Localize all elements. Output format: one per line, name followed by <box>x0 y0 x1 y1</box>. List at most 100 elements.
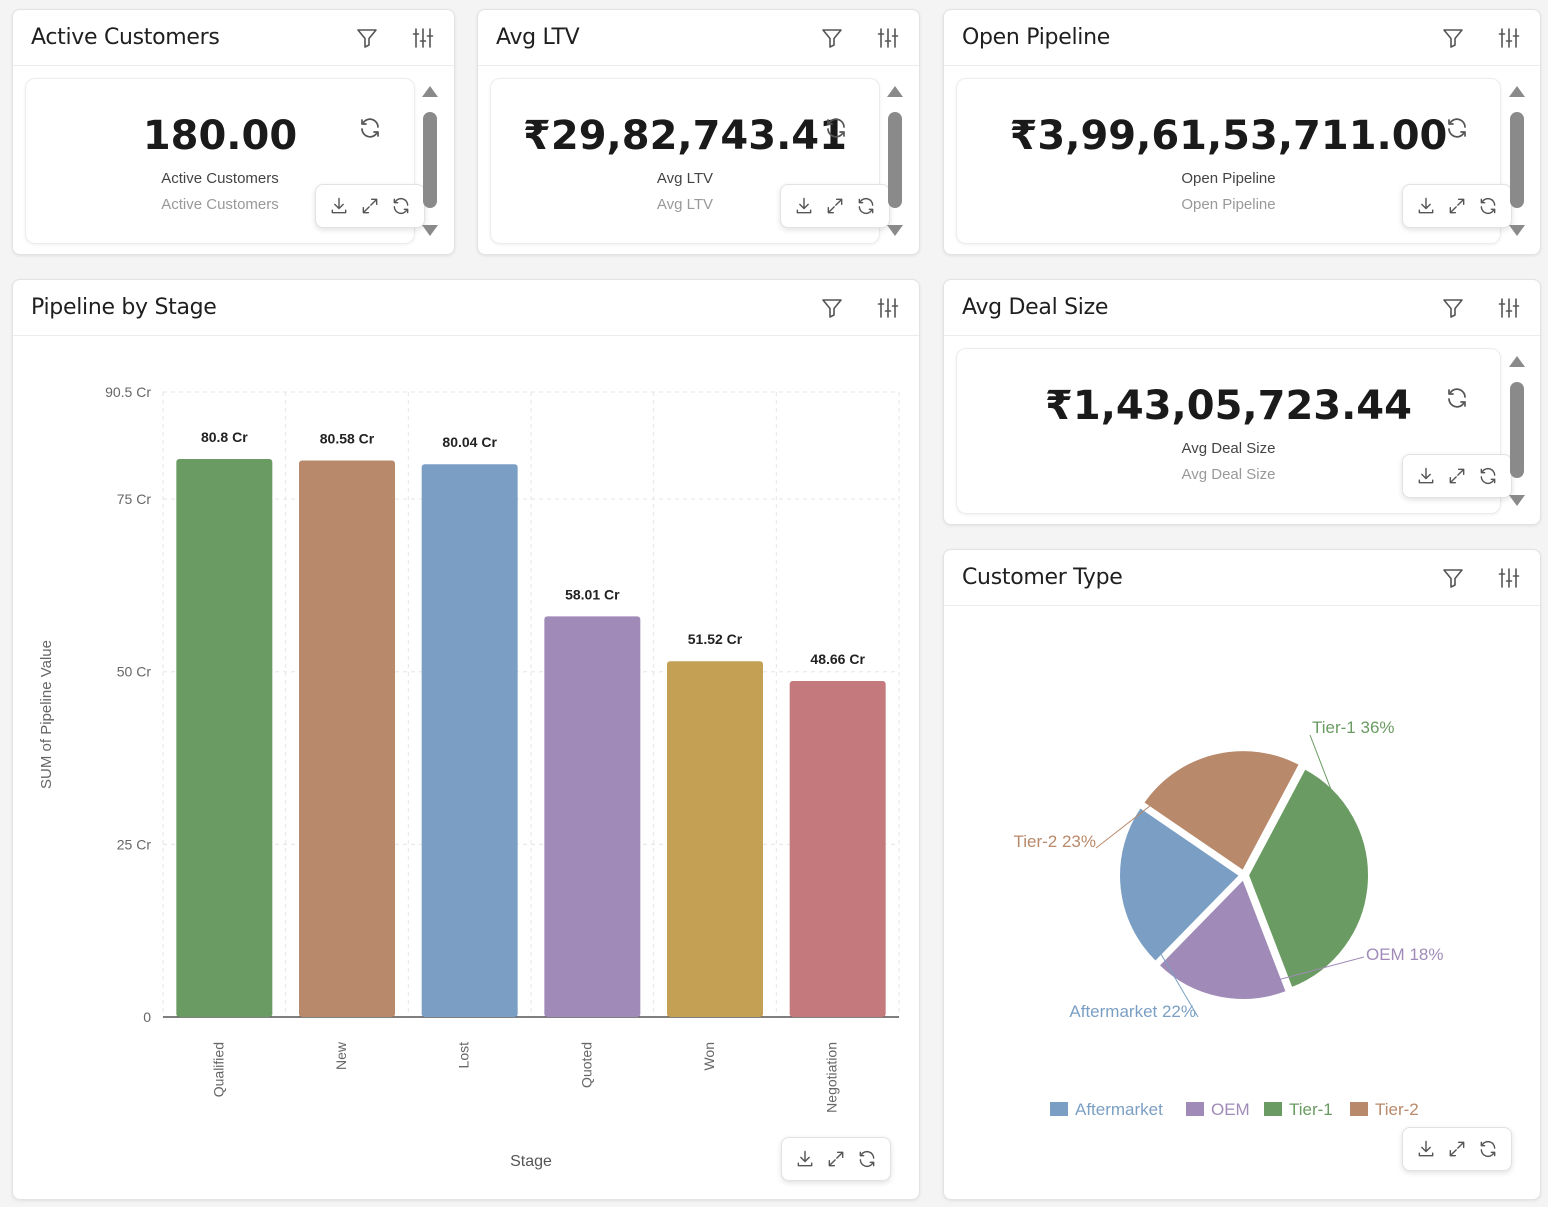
expand-icon[interactable] <box>360 196 380 216</box>
download-icon[interactable] <box>1416 466 1436 486</box>
pie-leader-line <box>1309 734 1368 883</box>
refresh-icon[interactable] <box>857 1149 877 1169</box>
filter-icon[interactable] <box>1440 295 1466 321</box>
pie-label: Tier-1 36% <box>1312 718 1395 737</box>
download-icon[interactable] <box>1416 196 1436 216</box>
pie-chart: Tier-1 36% OEM 18% Aftermarket 22% Tier-2 2… <box>1013 718 1443 1119</box>
x-axis-title: Stage <box>510 1153 552 1170</box>
avg-deal-size-card: Avg Deal Size ₹1,43,05,723.44 Avg Deal S… <box>943 279 1541 525</box>
pie-leader-line <box>1095 755 1215 849</box>
chart-toolbar <box>315 184 425 228</box>
bar-lost <box>421 464 518 1018</box>
sliders-icon[interactable] <box>410 25 436 51</box>
card-title: Avg Deal Size <box>962 295 1109 320</box>
data-label: 51.52 Cr <box>688 631 743 647</box>
refresh-icon[interactable] <box>856 196 876 216</box>
customer-type-card: Customer Type Tier-1 36% OEM 18% Aftermark… <box>943 549 1541 1200</box>
pie-leader-line <box>1121 886 1199 1018</box>
avg-ltv-card: Avg LTV ₹29,82,743.41 Avg LTV Avg LTV <box>477 9 920 255</box>
sliders-icon[interactable] <box>875 295 901 321</box>
card-title: Open Pipeline <box>962 25 1110 50</box>
download-icon[interactable] <box>794 196 814 216</box>
x-tick-label: Lost <box>456 1042 472 1069</box>
scrollbar[interactable] <box>1509 356 1525 506</box>
y-tick-label: 90.5 Cr <box>105 384 151 400</box>
bar-won <box>667 661 763 1017</box>
refresh-icon[interactable] <box>1445 386 1469 410</box>
card-header: Customer Type <box>944 550 1540 606</box>
legend-item: Aftermarket <box>1075 1100 1163 1119</box>
chart-toolbar <box>1402 1127 1512 1171</box>
refresh-icon[interactable] <box>391 196 411 216</box>
expand-icon[interactable] <box>825 196 845 216</box>
filter-icon[interactable] <box>1440 25 1466 51</box>
scrollbar[interactable] <box>422 86 438 236</box>
kpi-value: ₹1,43,05,723.44 <box>1045 383 1412 429</box>
legend-item: Tier-2 <box>1375 1100 1419 1119</box>
y-axis-title: SUM of Pipeline Value <box>38 640 55 789</box>
refresh-icon[interactable] <box>358 116 382 140</box>
refresh-icon[interactable] <box>1445 116 1469 140</box>
card-title: Customer Type <box>962 565 1123 590</box>
bar-quoted <box>544 616 641 1017</box>
pie-slice-tier-1 <box>1246 767 1370 990</box>
kpi-value: ₹29,82,743.41 <box>523 113 847 159</box>
pie-leader-line <box>1219 956 1365 996</box>
data-label: 58.01 Cr <box>565 586 620 602</box>
refresh-icon[interactable] <box>824 116 848 140</box>
legend-swatch <box>1050 1102 1068 1116</box>
expand-icon[interactable] <box>1447 196 1467 216</box>
x-tick-label: New <box>333 1041 349 1070</box>
bar-negotiation <box>789 680 886 1017</box>
y-tick-label: 0 <box>143 1009 151 1025</box>
kpi-value: 180.00 <box>142 113 298 159</box>
x-tick-label: Qualified <box>210 1042 226 1097</box>
legend-swatch <box>1186 1102 1204 1116</box>
x-tick-label: Negotiation <box>824 1042 840 1113</box>
sliders-icon[interactable] <box>1496 25 1522 51</box>
download-icon[interactable] <box>329 196 349 216</box>
y-tick-label: 75 Cr <box>117 491 152 507</box>
chart-toolbar <box>1402 184 1512 228</box>
refresh-icon[interactable] <box>1478 196 1498 216</box>
bar-chart: 0 25 Cr 50 Cr 75 Cr 90.5 Cr 80.8 Cr Qualified 8… <box>38 384 900 1170</box>
card-title: Avg LTV <box>496 25 580 50</box>
filter-icon[interactable] <box>819 25 845 51</box>
expand-icon[interactable] <box>826 1149 846 1169</box>
download-icon[interactable] <box>1416 1139 1436 1159</box>
pie-label: OEM 18% <box>1366 945 1443 964</box>
data-label: 48.66 Cr <box>810 651 865 667</box>
expand-icon[interactable] <box>1447 1139 1467 1159</box>
filter-icon[interactable] <box>819 295 845 321</box>
kpi-sublabel: Avg LTV <box>656 196 714 213</box>
scrollbar[interactable] <box>1509 86 1525 236</box>
x-tick-label: Won <box>701 1042 717 1071</box>
sliders-icon[interactable] <box>1496 295 1522 321</box>
filter-icon[interactable] <box>354 25 380 51</box>
chart-toolbar <box>781 1137 891 1181</box>
chart-toolbar <box>1402 454 1512 498</box>
expand-icon[interactable] <box>1447 466 1467 486</box>
card-title: Active Customers <box>31 25 220 50</box>
legend-item: OEM <box>1211 1100 1250 1119</box>
filter-icon[interactable] <box>1440 565 1466 591</box>
sliders-icon[interactable] <box>1496 565 1522 591</box>
refresh-icon[interactable] <box>1478 1139 1498 1159</box>
download-icon[interactable] <box>795 1149 815 1169</box>
kpi-label: Active Customers <box>161 170 279 187</box>
card-header: Avg Deal Size <box>944 280 1540 336</box>
legend-item: Tier-1 <box>1289 1100 1333 1119</box>
refresh-icon[interactable] <box>1478 466 1498 486</box>
chart-toolbar <box>780 184 890 228</box>
kpi-sublabel: Avg Deal Size <box>1181 466 1276 483</box>
card-header: Pipeline by Stage <box>13 280 919 336</box>
pie-slice-aftermarket <box>1118 805 1242 964</box>
card-header: Open Pipeline <box>944 10 1540 66</box>
pie-label: Aftermarket 22% <box>1069 1002 1196 1021</box>
bar-qualified <box>176 458 273 1017</box>
card-header: Active Customers <box>13 10 454 66</box>
scrollbar[interactable] <box>887 86 903 236</box>
y-tick-label: 50 Cr <box>117 664 152 680</box>
legend-swatch <box>1264 1102 1282 1116</box>
sliders-icon[interactable] <box>875 25 901 51</box>
